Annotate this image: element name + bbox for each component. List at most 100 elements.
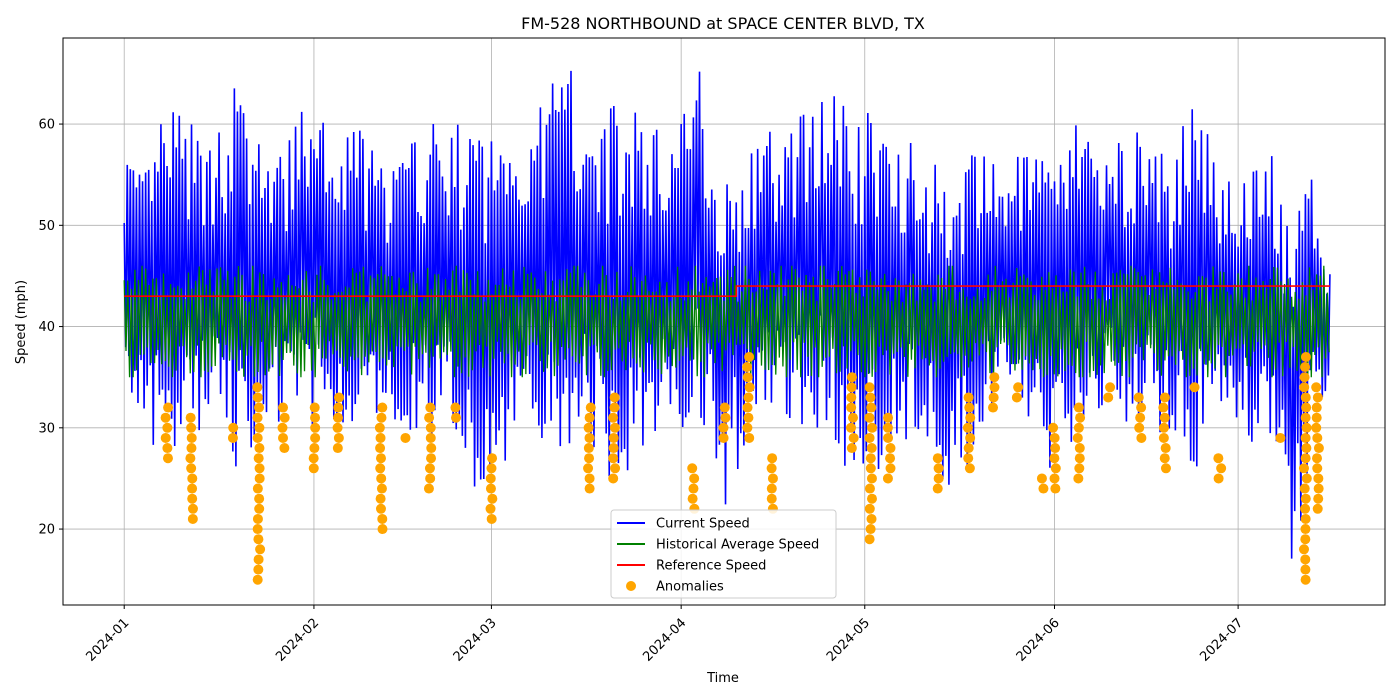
- anomaly-point: [1313, 483, 1324, 494]
- anomaly-point: [187, 493, 198, 504]
- anomaly-point: [965, 412, 976, 423]
- anomaly-point: [1136, 402, 1147, 413]
- anomaly-point: [1311, 412, 1322, 423]
- anomaly-point: [375, 463, 386, 474]
- anomaly-point: [254, 473, 265, 484]
- anomaly-point: [254, 503, 265, 514]
- anomaly-point: [255, 544, 266, 555]
- anomaly-point: [1038, 483, 1049, 494]
- legend-current-speed-label: Current Speed: [656, 517, 750, 532]
- anomaly-point: [1301, 422, 1312, 433]
- anomaly-point: [486, 513, 497, 524]
- anomaly-point: [185, 453, 196, 464]
- anomaly-point: [1311, 382, 1322, 393]
- anomaly-point: [865, 463, 876, 474]
- anomaly-point: [743, 392, 754, 403]
- anomaly-point: [252, 432, 263, 443]
- anomaly-point: [767, 453, 778, 464]
- anomaly-point: [253, 453, 264, 464]
- anomaly-point: [885, 463, 896, 474]
- anomaly-point: [425, 473, 436, 484]
- anomaly-point: [162, 453, 173, 464]
- legend-anomalies-label: Anomalies: [656, 580, 724, 595]
- anomaly-point: [1312, 463, 1323, 474]
- anomaly-point: [846, 372, 857, 383]
- anomaly-point: [424, 412, 435, 423]
- anomaly-point: [374, 422, 385, 433]
- anomaly-point: [989, 372, 1000, 383]
- anomaly-point: [933, 463, 944, 474]
- anomaly-point: [963, 443, 974, 454]
- anomaly-point: [1301, 402, 1312, 413]
- anomaly-point: [485, 483, 496, 494]
- anomaly-point: [1300, 564, 1311, 575]
- anomaly-point: [160, 432, 171, 443]
- anomaly-point: [865, 453, 876, 464]
- anomaly-point: [487, 493, 498, 504]
- anomaly-point: [1301, 473, 1312, 484]
- anomaly-point: [719, 402, 730, 413]
- anomaly-point: [766, 493, 777, 504]
- anomaly-point: [609, 392, 620, 403]
- anomaly-point: [1158, 402, 1169, 413]
- anomaly-point: [227, 432, 238, 443]
- anomaly-point: [864, 503, 875, 514]
- anomaly-point: [279, 412, 290, 423]
- anomaly-point: [1189, 382, 1200, 393]
- anomaly-point: [584, 453, 595, 464]
- anomaly-point: [1135, 412, 1146, 423]
- anomaly-point: [1105, 382, 1116, 393]
- anomaly-point: [1049, 432, 1060, 443]
- anomaly-point: [254, 493, 265, 504]
- anomaly-point: [742, 372, 753, 383]
- anomaly-point: [964, 402, 975, 413]
- anomaly-point: [375, 503, 386, 514]
- anomaly-point: [253, 564, 264, 575]
- anomaly-point: [1072, 432, 1083, 443]
- anomaly-point: [864, 382, 875, 393]
- anomaly-point: [252, 392, 263, 403]
- legend-box: [610, 509, 837, 599]
- anomaly-point: [1134, 422, 1145, 433]
- anomaly-point: [608, 432, 619, 443]
- anomaly-point: [1074, 453, 1085, 464]
- anomaly-point: [1075, 412, 1086, 423]
- plot-frame: [62, 37, 1386, 606]
- anomaly-point: [1300, 392, 1311, 403]
- anomaly-point: [608, 453, 619, 464]
- anomaly-point: [988, 402, 999, 413]
- anomaly-point: [885, 453, 896, 464]
- anomaly-point: [425, 422, 436, 433]
- anomaly-point: [584, 432, 595, 443]
- anomaly-point: [865, 392, 876, 403]
- anomaly-point: [1299, 544, 1310, 555]
- x-axis-title: Time: [706, 671, 739, 686]
- anomaly-point: [1313, 473, 1324, 484]
- anomaly-point: [608, 412, 619, 423]
- anomaly-point: [376, 473, 387, 484]
- anomaly-point: [308, 453, 319, 464]
- anomaly-point: [254, 443, 265, 454]
- anomaly-point: [308, 463, 319, 474]
- anomaly-point: [608, 473, 619, 484]
- anomaly-point: [866, 443, 877, 454]
- anomaly-point: [720, 412, 731, 423]
- anomaly-point: [1158, 422, 1169, 433]
- anomaly-point: [252, 513, 263, 524]
- legend: Current Speed Historical Average Speed Ref…: [610, 509, 837, 599]
- anomaly-point: [882, 473, 893, 484]
- anomaly-point: [689, 473, 700, 484]
- anomaly-point: [846, 382, 857, 393]
- legend-reference-speed-label: Reference Speed: [656, 559, 766, 574]
- anomaly-point: [377, 513, 388, 524]
- anomaly-point: [1133, 392, 1144, 403]
- anomaly-point: [846, 443, 857, 454]
- anomaly-point: [964, 463, 975, 474]
- anomaly-point: [485, 503, 496, 514]
- anomaly-point: [988, 392, 999, 403]
- anomaly-point: [278, 402, 289, 413]
- anomaly-point: [932, 483, 943, 494]
- anomaly-point: [277, 422, 288, 433]
- anomaly-point: [1312, 503, 1323, 514]
